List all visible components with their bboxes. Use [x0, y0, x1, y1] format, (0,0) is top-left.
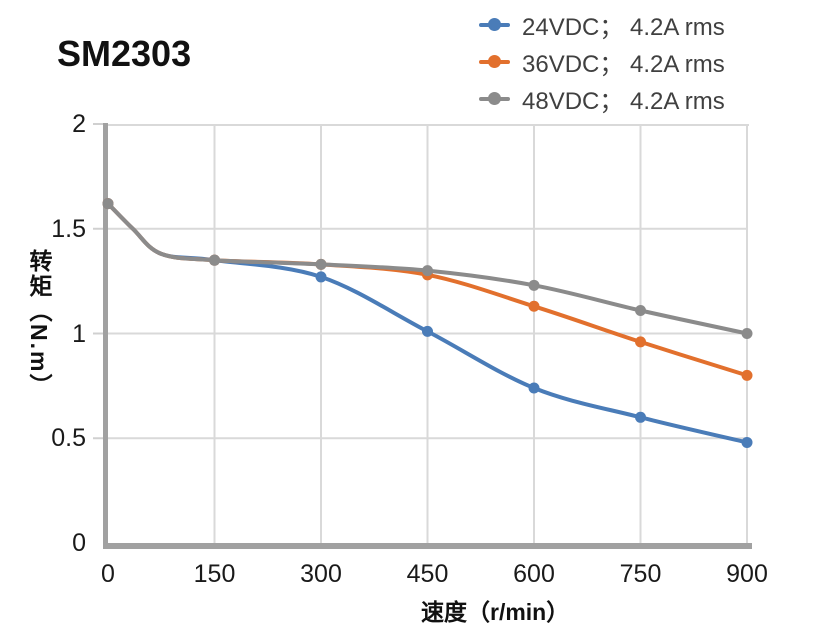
x-tick-label: 150 — [193, 560, 236, 588]
x-tick-label: 0 — [101, 560, 115, 588]
x-tick-label: 600 — [513, 560, 555, 588]
data-point-24vdc — [635, 411, 646, 423]
legend-marker-48vdc — [479, 92, 510, 105]
page-title: SM2303 — [57, 33, 192, 74]
legend-item-36vdc: 36VDC； 4.2A rms — [479, 43, 725, 80]
x-axis-line — [103, 543, 752, 549]
data-point-48vdc — [422, 265, 433, 277]
y-axis-line — [103, 123, 108, 546]
legend-dot-icon — [488, 55, 501, 68]
data-point-48vdc — [315, 258, 327, 270]
data-point-48vdc — [102, 198, 114, 210]
x-tick-label: 450 — [406, 560, 449, 588]
y-tick-label: 1 — [72, 319, 86, 348]
x-tick-label: 300 — [300, 560, 342, 588]
y-axis-title: 转矩（N.m） — [26, 249, 52, 399]
legend-label: 24VDC； 4.2A rms — [522, 14, 725, 41]
x-tick-label: 900 — [726, 560, 768, 588]
x-axis-title: 速度（r/min） — [421, 599, 570, 625]
data-point-24vdc — [315, 271, 327, 283]
plot-area — [93, 123, 753, 549]
legend-item-48vdc: 48VDC； 4.2A rms — [479, 80, 725, 117]
legend-label: 48VDC； 4.2A rms — [522, 88, 725, 115]
data-point-48vdc — [528, 279, 540, 291]
legend: 24VDC； 4.2A rms 36VDC； 4.2A rms 48VDC； 4.2… — [479, 6, 725, 117]
legend-item-24vdc: 24VDC； 4.2A rms — [479, 6, 725, 43]
data-point-36vdc — [741, 369, 753, 381]
legend-marker-36vdc — [479, 55, 510, 68]
y-tick-label: 0 — [72, 529, 86, 557]
data-point-24vdc — [422, 325, 433, 337]
series-line-48vdc — [106, 201, 749, 336]
x-tick-label: 750 — [619, 560, 662, 588]
y-tick-label: 2 — [72, 110, 86, 138]
y-tick-label: 0.5 — [51, 424, 86, 453]
legend-dot-icon — [488, 92, 501, 105]
y-tick-label: 1.5 — [51, 214, 86, 243]
data-point-36vdc — [528, 300, 540, 312]
legend-label: 36VDC； 4.2A rms — [522, 51, 725, 78]
legend-dot-icon — [488, 18, 501, 31]
data-point-36vdc — [635, 336, 646, 348]
data-point-48vdc — [209, 254, 220, 266]
data-point-48vdc — [635, 304, 646, 316]
data-point-48vdc — [741, 328, 753, 339]
data-point-24vdc — [528, 382, 540, 394]
legend-marker-24vdc — [479, 18, 510, 31]
data-point-24vdc — [741, 436, 753, 448]
